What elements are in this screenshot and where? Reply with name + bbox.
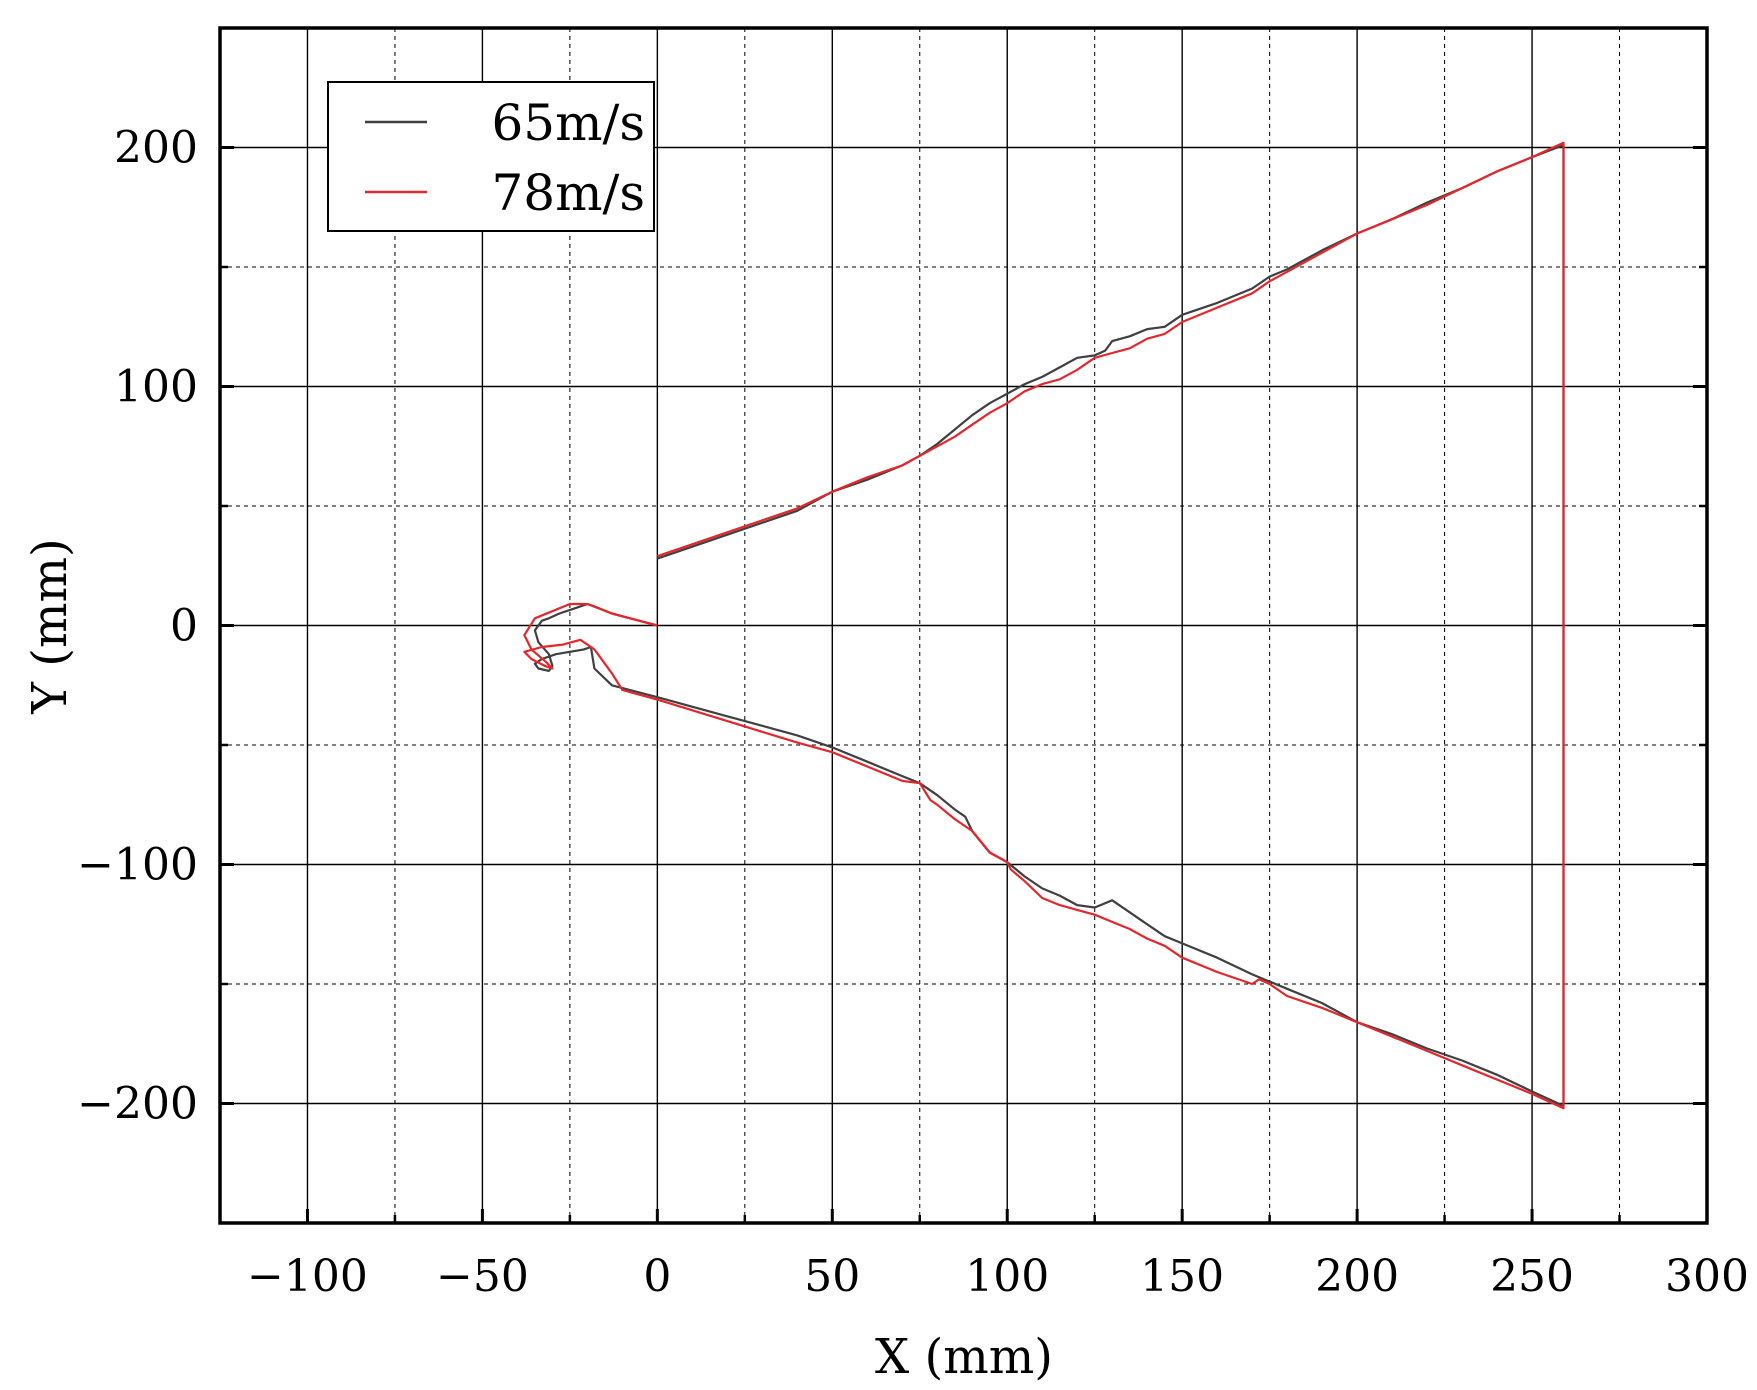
y-tick-label: −100 [77, 840, 198, 891]
axis-ticks: −100 −50 0 50 100 150 200 250 300 200 100 0 −100 −200 [77, 123, 1749, 1303]
x-tick-label: 50 [804, 1251, 860, 1302]
y-tick-label: 200 [114, 123, 198, 174]
x-tick-label: 300 [1665, 1251, 1749, 1302]
x-tick-label: −50 [436, 1251, 529, 1302]
y-tick-label: 0 [170, 601, 198, 652]
series-line-1 [523, 141, 1565, 1110]
x-tick-label: −100 [247, 1251, 368, 1302]
plot-series [523, 141, 1565, 1110]
legend-label-78: 78m/s [491, 164, 645, 222]
legend-label-65: 65m/s [491, 94, 645, 152]
y-tick-label: 100 [114, 362, 198, 413]
x-tick-label: 250 [1490, 1251, 1574, 1302]
x-tick-label: 150 [1140, 1251, 1224, 1302]
x-axis-title: X (mm) [875, 1329, 1053, 1385]
series-line-0 [533, 144, 1565, 1108]
x-tick-label: 200 [1315, 1251, 1399, 1302]
legend: 65m/s 78m/s [327, 81, 655, 232]
x-tick-label: 0 [643, 1251, 671, 1302]
x-tick-label: 100 [965, 1251, 1049, 1302]
y-tick-label: −200 [77, 1079, 198, 1130]
legend-box [327, 81, 655, 232]
y-axis-title: Y (mm) [22, 538, 78, 714]
